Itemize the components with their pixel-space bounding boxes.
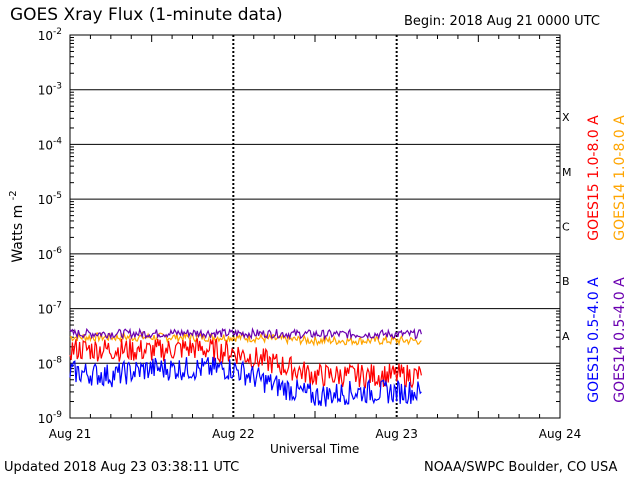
credit-text: NOAA/SWPC Boulder, CO USA [424, 460, 618, 475]
x-tick-label: Aug 23 [375, 427, 418, 441]
legend-entry: GOES14 0.5-4.0 A [612, 277, 628, 403]
begin-value: 2018 Aug 21 0000 UTC [449, 14, 600, 29]
y-tick-label: 10-8 [38, 355, 63, 371]
flare-class-label: C [562, 221, 570, 234]
x-tick-label: Aug 21 [49, 427, 92, 441]
y-tick-label: 10-5 [38, 191, 62, 207]
y-tick-label: 10-9 [38, 410, 63, 426]
x-tick-label: Aug 24 [539, 427, 582, 441]
flare-class-label: B [562, 275, 570, 288]
begin-label: Begin: [404, 14, 446, 29]
begin-date: Begin: 2018 Aug 21 0000 UTC [404, 14, 600, 29]
flare-class-label: X [562, 111, 570, 124]
y-tick-label: 10-3 [38, 82, 62, 98]
legend-entry: GOES14 1.0-8.0 A [612, 115, 628, 241]
chart-title: GOES Xray Flux (1-minute data) [10, 5, 283, 25]
y-tick-label: 10-6 [38, 246, 63, 262]
series-line [69, 327, 422, 341]
series-line [69, 356, 422, 407]
y-tick-label: 10-7 [38, 301, 62, 317]
legend-entry: GOES15 0.5-4.0 A [586, 277, 602, 403]
series-line [69, 338, 422, 389]
flare-class-label: A [562, 330, 570, 343]
y-tick-label: 10-4 [38, 136, 63, 152]
flare-class-label: M [562, 166, 572, 179]
y-tick-label: 10-2 [38, 27, 62, 43]
legend-entry: GOES15 1.0-8.0 A [586, 115, 602, 241]
updated-timestamp: Updated 2018 Aug 23 03:38:11 UTC [4, 460, 240, 475]
x-axis-label: Universal Time [270, 442, 360, 456]
y-axis-label: Watts m -2 [8, 190, 26, 262]
x-tick-label: Aug 22 [212, 427, 255, 441]
plot-frame [69, 34, 561, 419]
series-line [69, 331, 422, 347]
